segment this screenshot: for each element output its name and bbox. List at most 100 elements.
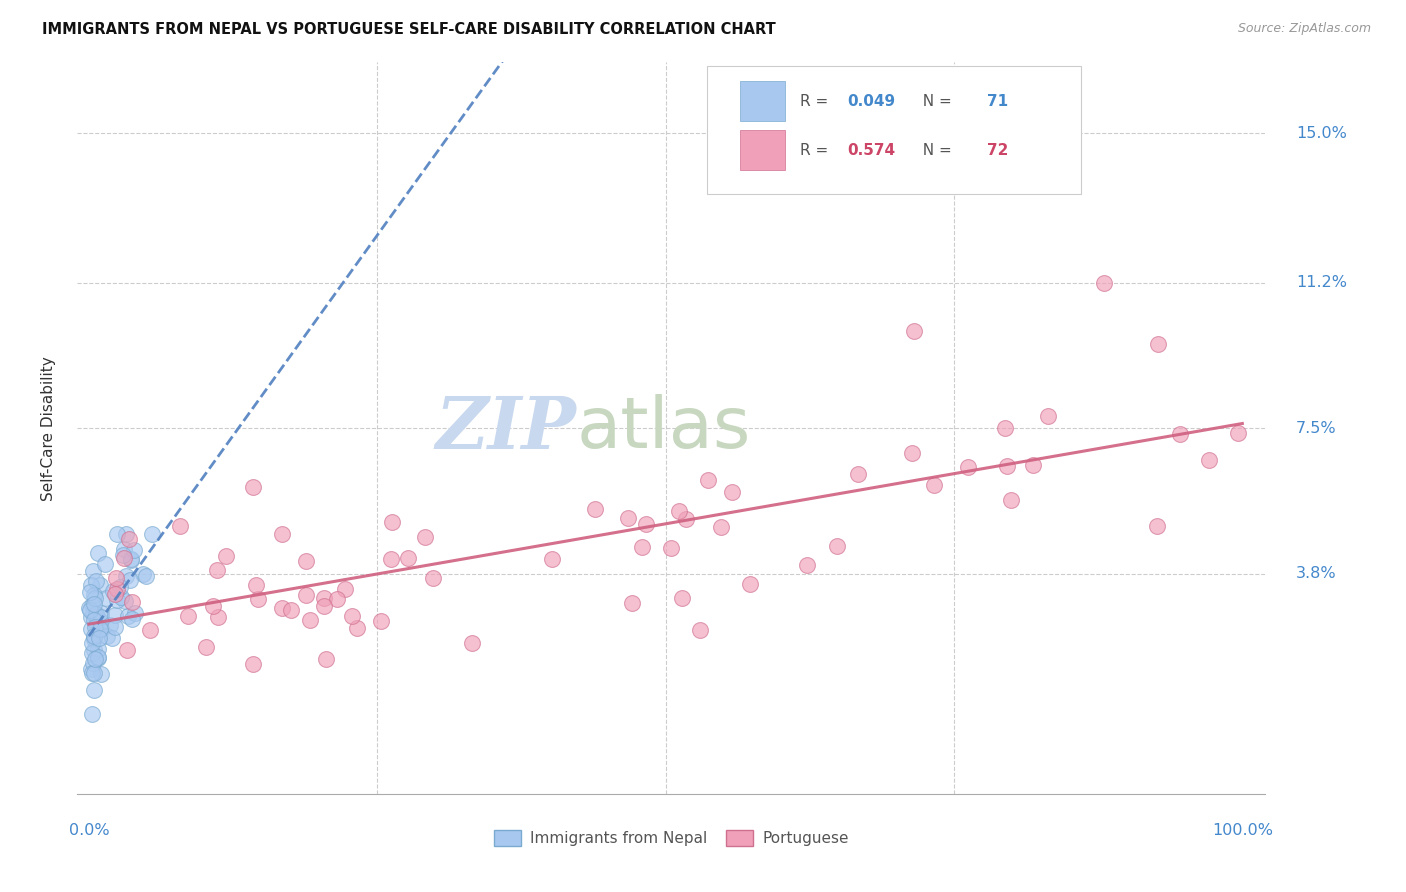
Point: [96, 591, 118, 605]
Point: [87, 649, 110, 664]
Point: [135, 569, 157, 583]
Point: [117, 609, 139, 624]
Point: [340, 609, 363, 624]
Point: [295, 588, 318, 602]
Point: [90, 667, 112, 681]
Point: [118, 573, 141, 587]
Point: [82, 564, 104, 578]
Point: [796, 558, 818, 572]
Point: [901, 445, 924, 459]
Text: N =: N =: [912, 94, 956, 109]
Point: [903, 324, 925, 338]
Text: atlas: atlas: [576, 393, 751, 463]
Point: [315, 652, 337, 666]
Point: [83, 665, 105, 680]
Point: [689, 624, 711, 638]
Text: Source: ZipAtlas.com: Source: ZipAtlas.com: [1237, 22, 1371, 36]
Point: [1226, 426, 1249, 441]
Point: [659, 541, 682, 555]
Point: [80, 610, 103, 624]
Point: [132, 566, 155, 581]
Point: [90, 606, 112, 620]
Point: [104, 587, 127, 601]
Point: [83, 597, 105, 611]
Point: [247, 592, 270, 607]
Point: [141, 527, 163, 541]
Point: [195, 640, 218, 654]
Point: [634, 516, 657, 531]
Point: [848, 467, 870, 481]
Point: [1147, 336, 1170, 351]
Point: [620, 596, 643, 610]
Point: [118, 532, 141, 546]
Point: [413, 530, 436, 544]
Text: R =: R =: [800, 143, 832, 158]
Point: [83, 629, 105, 643]
Point: [83, 683, 105, 698]
Point: [995, 459, 1018, 474]
Point: [1022, 458, 1045, 473]
Point: [396, 550, 419, 565]
Point: [205, 563, 228, 577]
Point: [112, 550, 135, 565]
Point: [79, 584, 101, 599]
Text: IMMIGRANTS FROM NEPAL VS PORTUGUESE SELF-CARE DISABILITY CORRELATION CHART: IMMIGRANTS FROM NEPAL VS PORTUGUESE SELF…: [42, 22, 776, 37]
Point: [335, 582, 357, 596]
Point: [90, 621, 112, 635]
Point: [214, 549, 236, 563]
Point: [280, 603, 302, 617]
Point: [957, 459, 980, 474]
Point: [110, 580, 132, 594]
Point: [83, 652, 105, 666]
Point: [616, 511, 638, 525]
Point: [114, 594, 136, 608]
Text: 100.0%: 100.0%: [1212, 823, 1272, 838]
Point: [100, 631, 122, 645]
Point: [270, 527, 292, 541]
Point: [87, 650, 110, 665]
Point: [138, 624, 160, 638]
Point: [83, 588, 105, 602]
Point: [541, 552, 564, 566]
Point: [177, 608, 200, 623]
Point: [346, 621, 368, 635]
Point: [104, 608, 127, 623]
Point: [87, 545, 110, 559]
Point: [82, 606, 104, 620]
Text: 15.0%: 15.0%: [1296, 126, 1347, 141]
Point: [84, 620, 107, 634]
Point: [121, 595, 143, 609]
Point: [83, 643, 105, 657]
Point: [84, 617, 107, 632]
Point: [245, 578, 267, 592]
Point: [583, 501, 606, 516]
Point: [82, 706, 104, 721]
Point: [86, 641, 108, 656]
Text: 0.049: 0.049: [848, 94, 896, 109]
Point: [461, 635, 484, 649]
Point: [80, 623, 103, 637]
Point: [101, 584, 124, 599]
Point: [103, 620, 125, 634]
Text: 11.2%: 11.2%: [1296, 275, 1347, 290]
Text: 0.574: 0.574: [848, 143, 896, 158]
Point: [83, 613, 105, 627]
Point: [994, 421, 1017, 435]
Point: [314, 591, 336, 605]
Point: [825, 539, 848, 553]
Point: [295, 553, 318, 567]
Point: [96, 628, 118, 642]
Point: [326, 591, 349, 606]
Y-axis label: Self-Care Disability: Self-Care Disability: [42, 356, 56, 500]
Point: [381, 515, 404, 529]
Point: [112, 542, 135, 557]
Point: [1198, 453, 1220, 467]
Point: [105, 527, 128, 541]
Text: 71: 71: [987, 94, 1008, 109]
Point: [84, 574, 107, 589]
Point: [1092, 276, 1115, 290]
Text: 0.0%: 0.0%: [69, 823, 110, 838]
Point: [83, 632, 105, 646]
Point: [112, 548, 135, 562]
Point: [270, 601, 292, 615]
